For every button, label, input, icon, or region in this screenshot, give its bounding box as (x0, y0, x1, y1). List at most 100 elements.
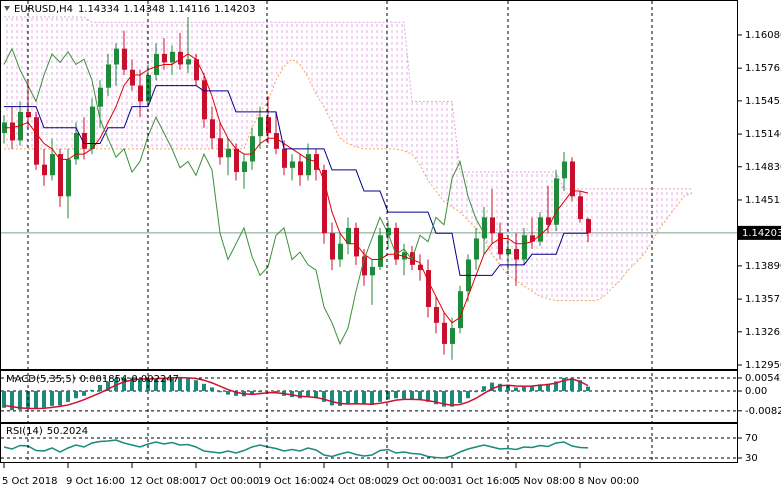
cloud-lower-line (4, 58, 693, 302)
macd-bar (218, 391, 222, 393)
x-tick-label: 12 Oct 08:00 (130, 476, 195, 487)
candle-body (450, 328, 455, 344)
macd-bar (154, 378, 158, 392)
indicator-line (4, 85, 588, 276)
macd-bar (570, 378, 574, 392)
x-tick-label: 31 Oct 16:00 (450, 476, 515, 487)
macd-bar (506, 385, 510, 392)
high-value: 1.14348 (123, 4, 164, 15)
macd-bar (490, 382, 494, 392)
candle-body (58, 154, 63, 197)
macd-bar (202, 383, 206, 392)
candle-body (554, 178, 559, 225)
candle-body (458, 291, 463, 329)
x-tick-label: 5 Oct 2018 (2, 476, 57, 487)
candle-body (26, 111, 31, 118)
macd-bar (474, 391, 478, 393)
y-tick-label: 1.14515 (745, 195, 781, 206)
macd-bar (138, 379, 142, 392)
macd-bar (514, 387, 518, 392)
macd-bar (226, 391, 230, 395)
candle-body (538, 217, 543, 242)
candle-body (130, 69, 135, 86)
y-tick-label: 1.15140 (745, 129, 781, 140)
macd-bar (170, 377, 174, 392)
candle-body (170, 51, 175, 63)
macd-bar (314, 391, 318, 399)
candle-body (178, 51, 183, 65)
macd-bar (178, 377, 182, 392)
macd-bar (522, 386, 526, 392)
macd-bar (130, 377, 134, 392)
candle-body (194, 59, 199, 81)
signal-value: 0.002247 (131, 374, 179, 385)
candle-body (306, 154, 311, 176)
x-tick-label: 8 Nov 00:00 (578, 476, 639, 487)
plot-area: 1.16080 1.15765 1.15455 1.15140 1.14830 1.145… (1, 16, 781, 487)
y-tick-label: 1.16080 (745, 30, 781, 41)
candle-body (474, 238, 479, 260)
macd-bar (346, 391, 350, 405)
candle-body (434, 306, 439, 323)
symbol: EURUSD,H4 (14, 4, 73, 15)
close-value: 1.14203 (214, 4, 255, 15)
macd-bar (18, 391, 22, 410)
macd-bar (450, 391, 454, 407)
candle-body (74, 133, 79, 160)
candle-body (202, 80, 207, 120)
candle-body (258, 117, 263, 137)
candle-body (338, 243, 343, 260)
candle-body (402, 252, 407, 260)
separators (27, 1, 653, 462)
main-panel-frame (0, 0, 738, 370)
indicator-line (4, 53, 589, 324)
macd-bar (50, 391, 54, 406)
candle-body (346, 227, 351, 244)
macd-panel-frame (0, 370, 738, 423)
candle-body (250, 136, 255, 162)
macd-bar (290, 391, 294, 398)
frame (0, 0, 738, 463)
candle-body (354, 227, 359, 257)
candle-body (490, 217, 495, 234)
low-value: 1.14116 (169, 4, 210, 15)
macd-bar (442, 391, 446, 407)
y-tick-label: 70 (745, 433, 758, 444)
candle-body (298, 161, 303, 176)
symbol-icon (4, 6, 10, 11)
macd-bar (306, 391, 310, 398)
macd-value: 0.001854 (80, 374, 128, 385)
candle-body (146, 75, 151, 102)
candle-body (522, 235, 527, 260)
macd-bar (330, 391, 334, 406)
macd-bar (402, 391, 406, 399)
y-tick-label: 1.14830 (745, 162, 781, 173)
candle-body (122, 48, 127, 70)
macd-bar (562, 377, 566, 392)
x-tick-label: 9 Oct 16:00 (66, 476, 125, 487)
y-tick-label: 1.12950 (745, 360, 781, 371)
macd-bar (394, 391, 398, 399)
candle-body (586, 219, 591, 233)
candle-body (546, 217, 551, 225)
macd-bar (58, 391, 62, 406)
candle-body (290, 161, 295, 168)
candle-body (378, 235, 383, 267)
candle-body (18, 111, 23, 141)
macd-bar (34, 391, 38, 410)
macd-bar (106, 381, 110, 392)
macd-bar (426, 391, 430, 402)
candle-body (50, 154, 55, 176)
macd-bar (530, 385, 534, 392)
candle-body (98, 87, 103, 107)
macd-bar (186, 378, 190, 392)
x-tick-label: 19 Oct 16:00 (258, 476, 323, 487)
rsi-panel-frame (0, 423, 738, 463)
macd-bar (410, 391, 414, 400)
candle-body (42, 164, 47, 176)
candle-body (266, 117, 271, 134)
rsi-value: 50.2024 (47, 426, 88, 437)
y-tick-label: 0.00 (745, 386, 767, 397)
macd-label: MACD(5,35,5) (6, 374, 76, 385)
